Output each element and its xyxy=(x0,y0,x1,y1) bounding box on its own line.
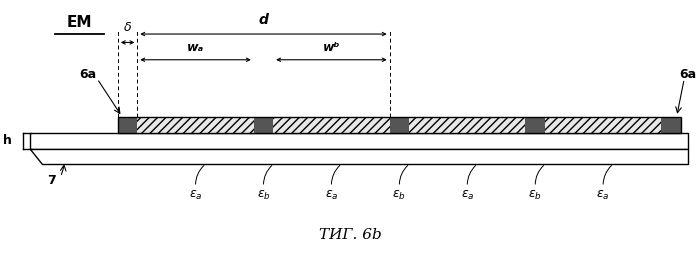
Text: wᵇ: wᵇ xyxy=(323,41,340,54)
Text: ΤИГ. 6b: ΤИГ. 6b xyxy=(319,228,382,242)
Bar xyxy=(273,117,390,133)
Bar xyxy=(118,117,137,133)
Text: $\varepsilon_a$: $\varepsilon_a$ xyxy=(189,189,202,202)
Text: $\varepsilon_a$: $\varepsilon_a$ xyxy=(325,189,338,202)
Text: $\varepsilon_b$: $\varepsilon_b$ xyxy=(256,189,270,202)
Text: h: h xyxy=(4,134,12,147)
Text: $\varepsilon_a$: $\varepsilon_a$ xyxy=(596,189,610,202)
Text: δ: δ xyxy=(124,21,132,34)
Text: d: d xyxy=(258,13,268,27)
Text: $\varepsilon_b$: $\varepsilon_b$ xyxy=(393,189,406,202)
Bar xyxy=(253,117,273,133)
Bar xyxy=(390,117,409,133)
Bar xyxy=(137,117,253,133)
Text: $\varepsilon_b$: $\varepsilon_b$ xyxy=(528,189,542,202)
Bar xyxy=(29,133,688,149)
Polygon shape xyxy=(29,149,688,164)
Text: 7: 7 xyxy=(48,175,56,187)
Bar xyxy=(526,117,545,133)
Text: 6a: 6a xyxy=(79,68,97,81)
Bar xyxy=(662,117,681,133)
Bar xyxy=(545,117,662,133)
Text: wₐ: wₐ xyxy=(187,41,204,54)
Text: EM: EM xyxy=(67,15,92,30)
Bar xyxy=(409,117,526,133)
Bar xyxy=(118,117,681,133)
Text: 6a: 6a xyxy=(679,68,696,81)
Text: $\varepsilon_a$: $\varepsilon_a$ xyxy=(461,189,474,202)
